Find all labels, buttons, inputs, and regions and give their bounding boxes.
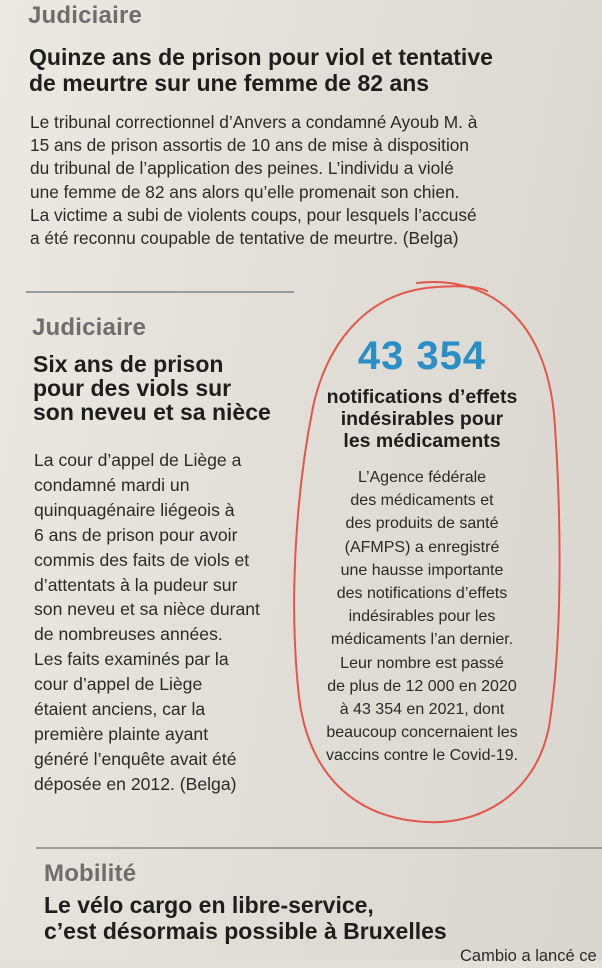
article2-body-line: étaient anciens, car la bbox=[34, 699, 206, 720]
article2-headline-line: pour des viols sur bbox=[33, 375, 232, 401]
article3-category: Mobilité bbox=[44, 860, 137, 887]
article2-body-line: son neveu et sa nièce durant bbox=[34, 599, 260, 620]
article2-body-line: d’attentats à la pudeur sur bbox=[34, 574, 238, 595]
sidebar-body-line: L’Agence fédérale bbox=[357, 469, 487, 486]
sidebar-title-line: notifications d’effets bbox=[326, 386, 518, 408]
article1-headline: Quinze ans de prison pour viol et tentat… bbox=[29, 44, 493, 96]
sidebar-body-line: des produits de santé bbox=[345, 515, 499, 533]
article2-body-line: première plainte ayant bbox=[34, 723, 209, 744]
article2-body-line: 6 ans de prison pour avoir bbox=[34, 524, 238, 545]
sidebar-title-line: les médicaments bbox=[343, 430, 501, 452]
sidebar-body-line: indésirables pour les bbox=[348, 608, 496, 626]
article2-body: La cour d’appel de Liège a condamné mard… bbox=[34, 448, 260, 797]
article2-body-line: cour d’appel de Liège bbox=[34, 674, 203, 695]
article2-headline: Six ans de prison pour des viols sur son… bbox=[33, 352, 271, 424]
sidebar-body-line: Leur nombre est passé bbox=[340, 654, 504, 672]
sidebar-body-line: (AFMPS) a enregistré bbox=[344, 538, 500, 556]
sidebar-body-line: une hausse importante bbox=[340, 561, 504, 579]
article3-headline-line: Le vélo cargo en libre-service, bbox=[44, 892, 374, 918]
article2-body-line: condamné mardi un bbox=[34, 474, 190, 495]
article2-body-line: La cour d’appel de Liège a bbox=[34, 450, 242, 470]
sidebar-body-line: des notifications d’effets bbox=[336, 585, 508, 603]
sidebar-title-line: indésirables pour bbox=[340, 408, 504, 430]
article1-body-line: une femme de 82 ans alors qu’elle promen… bbox=[30, 181, 460, 202]
article2-body-line: de nombreuses années. bbox=[34, 624, 223, 645]
article2-body-line: commis des faits de viols et bbox=[34, 549, 250, 570]
article2-headline-line: Six ans de prison bbox=[33, 351, 224, 377]
article1-body-line: La victime a subi de violents coups, pou… bbox=[30, 204, 477, 225]
sidebar-title: notifications d’effets indésirables pour… bbox=[318, 386, 526, 452]
section-divider bbox=[26, 291, 294, 293]
article2-headline-line: son neveu et sa nièce bbox=[33, 399, 271, 425]
article2-body-line: déposée en 2012. (Belga) bbox=[34, 773, 237, 794]
sidebar-box: 43 354 bbox=[324, 334, 520, 379]
article3-headline: Le vélo cargo en libre-service, c’est dé… bbox=[44, 892, 447, 944]
sidebar-body-line: de plus de 12 000 en 2020 bbox=[327, 677, 517, 695]
sidebar-body-line: beaucoup concernaient les bbox=[326, 724, 518, 742]
article2-body-line: Les faits examinés par la bbox=[34, 649, 229, 670]
article1-body-line: Le tribunal correctionnel d’Anvers a con… bbox=[30, 112, 478, 132]
article3-headline-line: c’est désormais possible à Bruxelles bbox=[44, 918, 447, 944]
article1-body: Le tribunal correctionnel d’Anvers a con… bbox=[30, 111, 477, 250]
article1-body-line: du tribunal de l’application des peines.… bbox=[30, 158, 454, 179]
article1-category: Judiciaire bbox=[28, 2, 143, 29]
article1-body-line: a été reconnu coupable de tentative de m… bbox=[30, 228, 459, 249]
article1-headline-line: Quinze ans de prison pour viol et tentat… bbox=[29, 44, 493, 70]
sidebar-body-line: des médicaments et bbox=[350, 492, 494, 510]
article2-body-line: quinquagénaire liégeois à bbox=[34, 499, 235, 520]
sidebar-body-line: à 43 354 en 2021, dont bbox=[339, 701, 505, 719]
article1-headline-line: de meurtre sur une femme de 82 ans bbox=[29, 70, 430, 96]
sidebar-body-line: médicaments l’an dernier. bbox=[330, 631, 514, 649]
article1-body-line: 15 ans de prison assortis de 10 ans de m… bbox=[30, 135, 470, 156]
section-divider bbox=[36, 847, 602, 849]
article2-body-line: généré l’enquête avait été bbox=[34, 748, 237, 769]
sidebar-body: L’Agence fédérale des médicaments et des… bbox=[318, 466, 526, 768]
article3-teaser: Cambio a lancé ce bbox=[460, 947, 597, 965]
sidebar-big-number: 43 354 bbox=[357, 334, 487, 378]
sidebar-body-line: vaccins contre le Covid-19. bbox=[325, 747, 519, 765]
article2-category: Judiciaire bbox=[32, 314, 147, 341]
